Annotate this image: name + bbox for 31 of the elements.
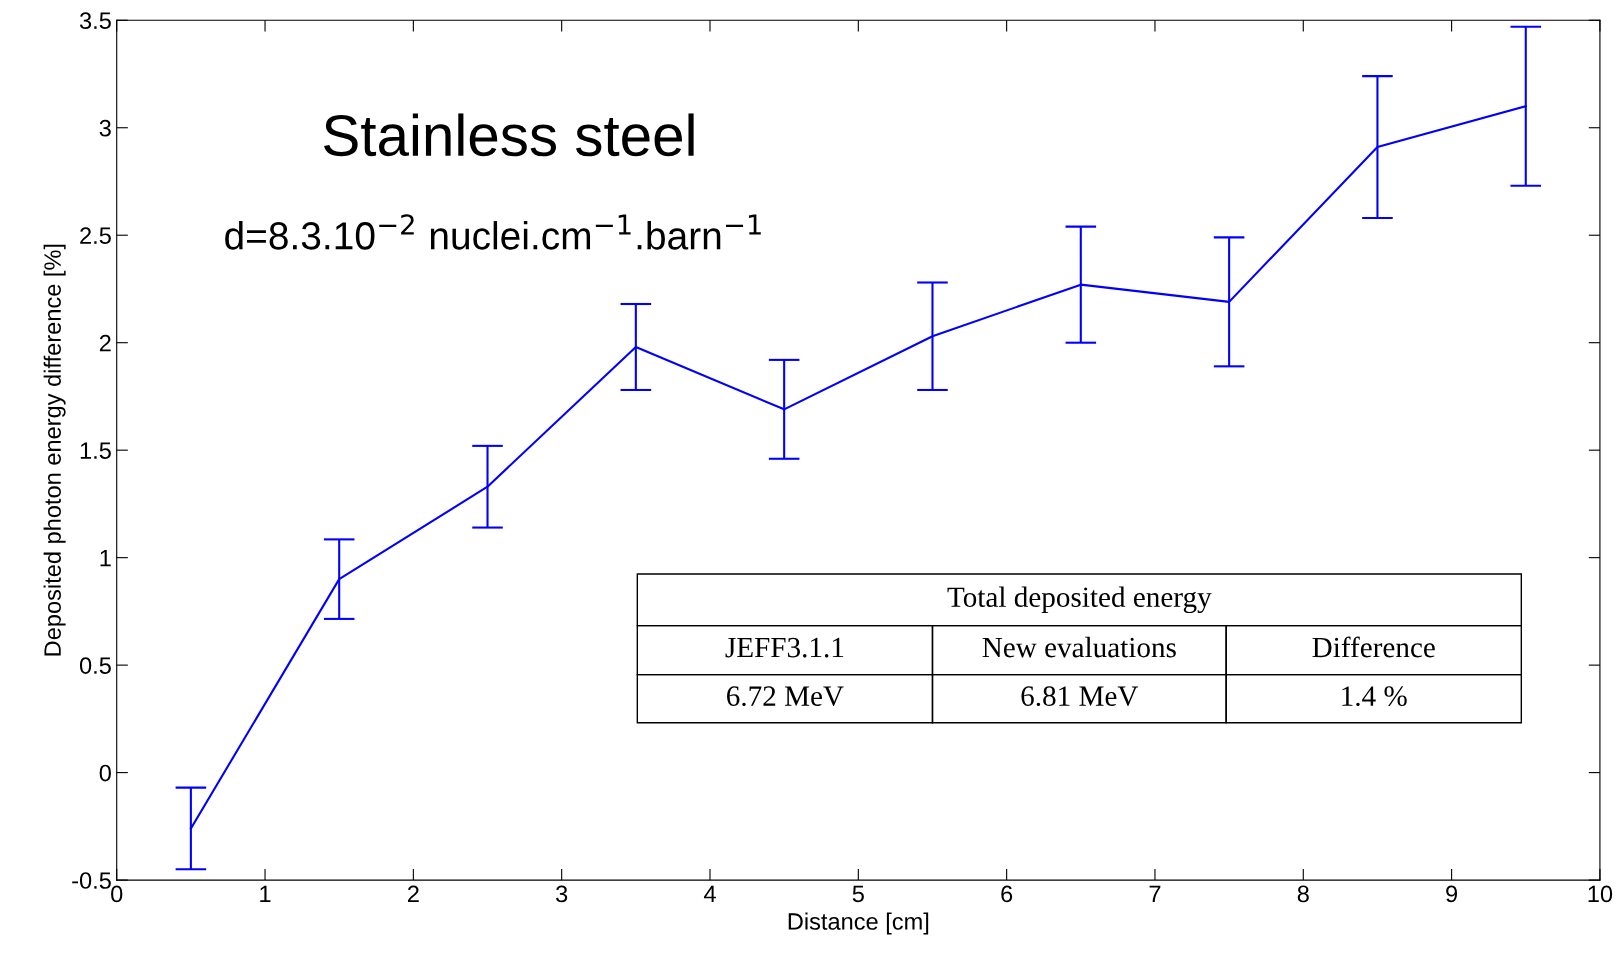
y-tick-label: -0.5	[72, 872, 111, 889]
y-tick-label: 1.5	[80, 442, 111, 459]
y-tick-label: 3.5	[79, 12, 111, 30]
y-tick-label: 2	[99, 334, 111, 352]
x-tick-label: 0	[111, 885, 123, 903]
y-tick-label: 0.5	[79, 657, 111, 674]
annotation: d=8.3.10$^{−2}$ nuclei.cm$^{−1}$.barn$^{−1}$	[225, 214, 761, 250]
x-tick-label: 1	[260, 885, 271, 903]
annotation: 6.81 MeV	[1021, 686, 1139, 707]
annotation: Total deposited energy	[947, 586, 1212, 614]
x-tick-label: 8	[1297, 885, 1309, 903]
y-tick-label: 2.5	[80, 227, 111, 245]
y-axis-title: Deposited photon energy difference [%]	[43, 244, 66, 656]
annotation: Difference	[1312, 636, 1435, 658]
x-tick-label: 9	[1446, 885, 1458, 903]
x-tick-label: 2	[407, 885, 419, 903]
x-axis-title: Distance [cm]	[788, 912, 929, 935]
x-tick-label: 5	[852, 885, 864, 903]
x-tick-label: 7	[1149, 885, 1161, 903]
annotation: Stainless steel	[324, 113, 694, 157]
x-tick-label: 4	[703, 885, 716, 903]
x-tick-label: 3	[556, 885, 568, 903]
y-tick-label: 1	[100, 549, 111, 567]
annotation: JEFF3.1.1	[725, 637, 844, 658]
y-tick-label: 0	[99, 764, 111, 782]
annotation: New evaluations	[982, 636, 1176, 658]
annotation: 1.4 %	[1342, 686, 1407, 707]
y-tick-label: 3	[99, 119, 111, 137]
x-tick-label: 10	[1588, 885, 1613, 903]
annotation: 6.72 MeV	[727, 686, 844, 707]
x-tick-label: 6	[1001, 885, 1013, 903]
